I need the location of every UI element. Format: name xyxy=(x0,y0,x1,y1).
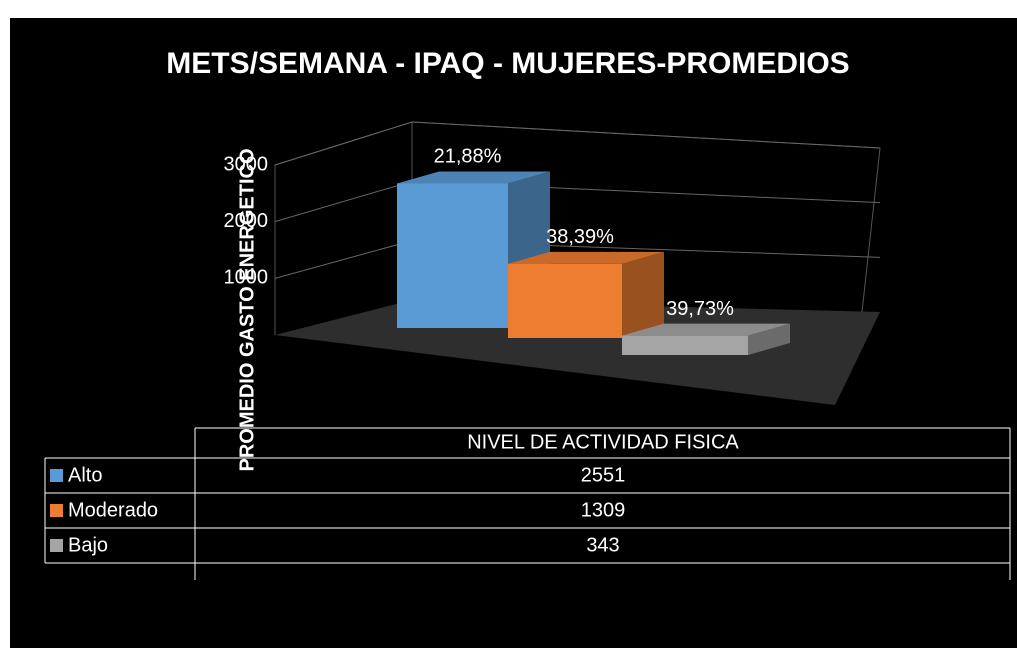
bar-side xyxy=(622,251,664,338)
bar-front xyxy=(622,335,748,355)
data-label: 39,73% xyxy=(666,298,734,320)
table-value: 1309 xyxy=(581,499,626,521)
y-tick-label: 2000 xyxy=(224,210,269,232)
bar-top xyxy=(622,323,790,336)
legend-key xyxy=(50,469,63,482)
table-value: 2551 xyxy=(581,464,626,486)
legend-label: Bajo xyxy=(68,534,108,556)
bar-top xyxy=(508,251,664,264)
y-axis-label: PROMEDIO GASTO ENERGETICO xyxy=(236,149,258,472)
data-label: 38,39% xyxy=(546,226,614,248)
bar xyxy=(508,251,664,338)
bar-front xyxy=(508,263,622,338)
legend-key xyxy=(50,539,63,552)
table-value: 343 xyxy=(586,534,619,556)
table-header: NIVEL DE ACTIVIDAD FISICA xyxy=(467,431,739,453)
legend-key xyxy=(50,504,63,517)
bar-side xyxy=(748,323,790,355)
bar-front xyxy=(397,183,508,328)
bar xyxy=(397,171,550,328)
legend-label: Alto xyxy=(68,464,102,486)
chart-title: METS/SEMANA - IPAQ - MUJERES-PROMEDIOS xyxy=(166,47,849,80)
bar-top xyxy=(397,171,550,184)
grid-line xyxy=(274,121,881,166)
y-tick-label: 3000 xyxy=(224,153,269,175)
legend-label: Moderado xyxy=(68,499,158,521)
data-label: 21,88% xyxy=(434,146,502,168)
y-tick-label: 1000 xyxy=(224,267,269,289)
bar xyxy=(622,323,790,355)
